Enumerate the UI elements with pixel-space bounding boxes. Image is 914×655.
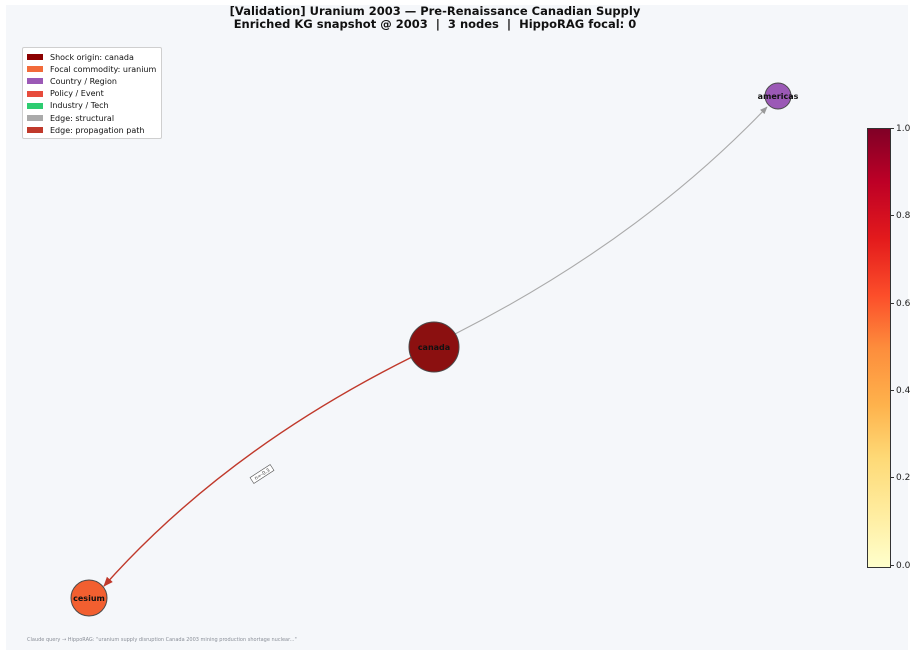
legend-label: Industry / Tech [50,101,109,111]
legend-item: Edge: propagation path [27,124,156,136]
node-americas-label: americas [758,92,799,101]
node-canada-label: canada [418,343,450,352]
legend-item: Shock origin: canada [27,51,156,63]
legend-swatch [27,102,43,109]
legend-label: Edge: structural [50,113,115,123]
legend-item: Country / Region [27,75,156,87]
legend-swatch [27,115,43,122]
legend-swatch [27,54,43,61]
edge-label: n=-0.3 [249,464,275,484]
node-canada[interactable]: canada [408,321,460,373]
node-cesium-label: cesium [73,594,105,603]
node-cesium[interactable]: cesium [70,579,108,617]
colorbar-tick: 0.0 [890,561,910,571]
node-americas[interactable]: americas [758,82,799,110]
colorbar-tick: 1.0 [890,124,910,134]
legend-item: Industry / Tech [27,100,156,112]
legend-label: Country / Region [50,76,117,86]
colorbar-tick: 0.6 [890,299,910,309]
legend-swatch [27,66,43,73]
legend-item: Policy / Event [27,88,156,100]
title-line-2: Enriched KG snapshot @ 2003 | 3 nodes | … [233,17,637,31]
legend-item: Focal commodity: uranium [27,63,156,75]
chart-title: [Validation] Uranium 2003 — Pre-Renaissa… [0,5,870,31]
colorbar [867,128,891,568]
colorbar-tick: 0.2 [890,473,910,483]
query-footnote: Claude query → HippoRAG: "uranium supply… [27,637,297,643]
colorbar-tick: 0.8 [890,211,910,221]
legend-label: Edge: propagation path [50,125,145,135]
legend-swatch [27,78,43,85]
legend-swatch [27,127,43,134]
title-line-1: [Validation] Uranium 2003 — Pre-Renaissa… [229,4,641,18]
legend-swatch [27,90,43,97]
legend-item: Edge: structural [27,112,156,124]
legend-label: Shock origin: canada [50,52,134,62]
edge-canada-americas [454,106,768,335]
legend-label: Focal commodity: uranium [50,64,157,74]
colorbar-tick: 0.4 [890,386,910,396]
edge-canada-cesium [103,356,413,587]
legend-label: Policy / Event [50,89,104,99]
legend: Shock origin: canada Focal commodity: ur… [22,47,163,140]
